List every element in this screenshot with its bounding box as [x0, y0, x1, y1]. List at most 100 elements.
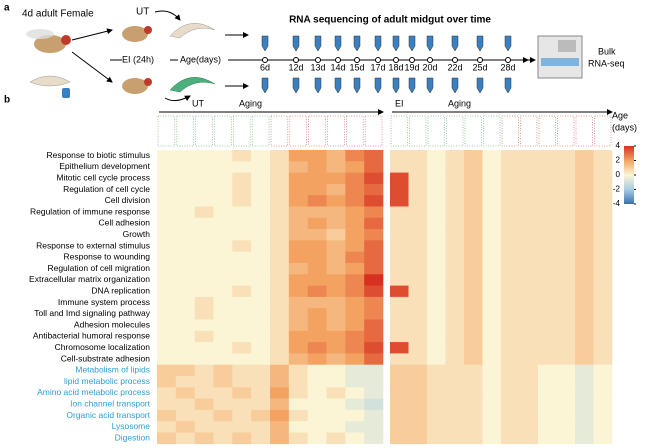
heatmap-cell: [464, 398, 483, 411]
heatmap-cell: [157, 285, 177, 298]
heatmap-cell: [307, 172, 327, 185]
heatmap-cell: [408, 206, 428, 219]
heatmap-cell: [519, 206, 539, 219]
heatmap-cell: [427, 172, 446, 185]
heatmap-cell: [364, 342, 384, 354]
gut: [169, 77, 216, 93]
heatmap-cell: [288, 263, 308, 275]
heatmap-cell: [288, 421, 308, 433]
tube: [504, 77, 512, 94]
heatmap-cell: [288, 150, 308, 162]
heatmap-cell: [445, 229, 465, 241]
heatmap-cell: [556, 398, 576, 411]
heatmap-cell: [501, 206, 520, 219]
time-label: 14d: [330, 62, 345, 72]
heatmap-cell: [408, 353, 428, 365]
heatmap-cell: [194, 183, 214, 196]
heatmap-cell: [593, 229, 613, 241]
heatmap-cell: [345, 183, 365, 196]
heatmap-cell: [175, 150, 195, 162]
heatmap-cell: [194, 432, 214, 445]
heatmap-cell: [270, 364, 290, 377]
heatmap-cell: [519, 330, 539, 343]
heatmap-cell: [213, 353, 233, 365]
heatmap-cell: [482, 432, 502, 445]
heatmap-cell: [445, 342, 465, 354]
heatmap-cell: [345, 229, 365, 241]
heatmap-cell: [157, 161, 177, 173]
heatmap-cell: [157, 240, 177, 252]
heatmap-cell: [519, 387, 539, 399]
heatmap-cell: [482, 161, 502, 173]
heatmap-cell: [157, 296, 177, 309]
heatmap-cell: [307, 206, 327, 219]
heatmap-cell: [408, 342, 428, 354]
heatmap-cell: [270, 172, 290, 185]
heatmap-cell: [232, 376, 252, 388]
arrow: [71, 51, 113, 83]
term-label: Metabolism of lipids: [75, 365, 150, 375]
heatmap-cell: [556, 195, 576, 207]
tube: [408, 35, 416, 52]
heatmap-cell: [519, 409, 539, 422]
heatmap-cell: [575, 183, 594, 196]
label: UT: [136, 7, 149, 18]
tube: [426, 77, 434, 94]
heatmap-cell: [427, 150, 446, 162]
heatmap-cell: [345, 263, 365, 275]
heatmap-cell: [445, 285, 465, 298]
heatmap-cell: [556, 229, 576, 241]
heatmap-cell: [556, 161, 576, 173]
heatmap-cell: [288, 285, 308, 298]
age-group: [501, 115, 519, 147]
gut: [169, 23, 216, 39]
heatmap-cell: [519, 274, 539, 286]
heatmap-cell: [538, 364, 557, 377]
heatmap-cell: [270, 161, 290, 173]
time-label: 22d: [447, 62, 462, 72]
heatmap-cell: [593, 353, 613, 365]
heatmap-cell: [326, 251, 346, 264]
heatmap-cell: [326, 206, 346, 219]
heatmap-cell: [390, 274, 409, 286]
tube: [392, 35, 400, 52]
heatmap-cell: [270, 150, 290, 162]
heatmap-cell: [575, 285, 594, 298]
tube: [504, 35, 512, 52]
heatmap-cell: [408, 319, 428, 332]
heatmap-cell: [345, 150, 365, 162]
heatmap-cell: [307, 195, 327, 207]
heatmap-cell: [427, 206, 446, 219]
heatmap-cell: [213, 263, 233, 275]
heatmap-cell: [538, 342, 557, 354]
heatmap-cell: [307, 421, 327, 433]
heatmap-cell: [408, 251, 428, 264]
heatmap-cell: [575, 308, 594, 320]
heatmap-cell: [556, 296, 576, 309]
heatmap-cell: [408, 161, 428, 173]
heatmap-cell: [157, 398, 177, 411]
heatmap-cell: [288, 330, 308, 343]
heatmap-cell: [364, 240, 384, 252]
heatmap-cell: [194, 240, 214, 252]
term-label: Digestion: [115, 432, 151, 442]
heatmap-cell: [213, 409, 233, 422]
term-label: Adhesion molecules: [74, 319, 150, 329]
heatmap-cell: [288, 274, 308, 286]
heatmap-cell: [345, 285, 365, 298]
heatmap-cell: [213, 342, 233, 354]
heatmap-cell: [213, 364, 233, 377]
heatmap-cell: [593, 217, 613, 230]
heatmap-cell: [464, 183, 483, 196]
age-group: [364, 115, 383, 147]
heatmap-cell: [464, 409, 483, 422]
heatmap-cell: [288, 240, 308, 252]
heatmap-cell: [326, 387, 346, 399]
fly: [144, 78, 152, 86]
heatmap-cell: [556, 240, 576, 252]
term-label: Amino acid metabolic process: [37, 387, 150, 397]
heatmap-cell: [501, 172, 520, 185]
panel-label: b: [4, 95, 10, 106]
heatmap-cell: [593, 285, 613, 298]
heatmap-cell: [307, 263, 327, 275]
